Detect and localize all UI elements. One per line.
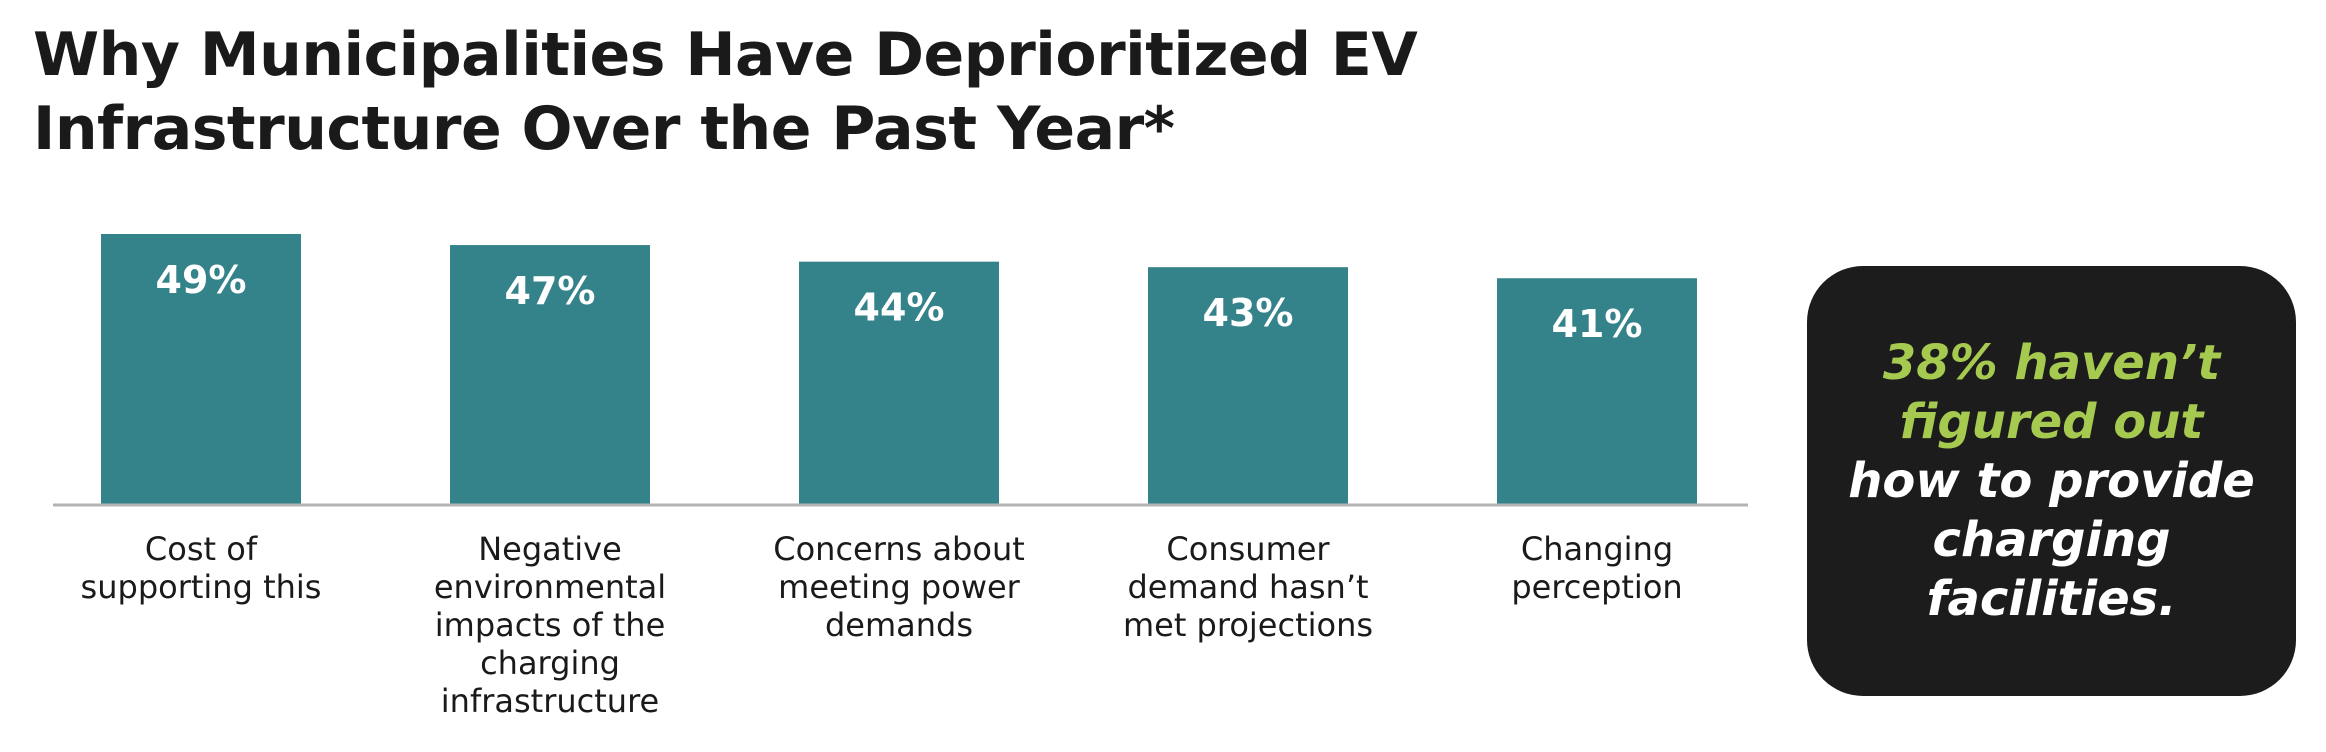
category-label-1: Cost of supporting this [81, 530, 322, 606]
category-label-5-line-2: perception [1511, 568, 1682, 606]
callout-text-line-3: facilities. [1926, 570, 2177, 627]
bar-3 [799, 261, 999, 505]
bar-value-label-1: 49% [156, 258, 247, 302]
bar-2 [450, 245, 650, 505]
bar-chart: 49% 47% 44% 43% 41% Cost of supporting this Ne… [53, 234, 1748, 720]
category-label-1-line-2: supporting this [81, 568, 322, 606]
category-label-2-line-3: impacts of the [435, 606, 666, 644]
bar-value-label-2: 47% [505, 269, 596, 313]
bar-value-label-4: 43% [1203, 291, 1294, 335]
callout-text-line-1: how to provide [1848, 452, 2255, 509]
category-label-3-line-1: Concerns about [773, 530, 1025, 568]
category-label-1-line-1: Cost of [145, 530, 258, 568]
category-label-4: Consumer demand hasn’t met projections [1123, 530, 1373, 644]
bars-group: 49% 47% 44% 43% 41% [101, 234, 1697, 505]
bar-5 [1497, 278, 1697, 505]
category-labels-group: Cost of supporting this Negative environmen… [81, 530, 1683, 720]
category-label-2-line-4: charging [480, 644, 620, 682]
category-label-2-line-5: infrastructure [441, 682, 659, 720]
category-label-5-line-1: Changing [1521, 530, 1673, 568]
category-label-2: Negative environmental impacts of the charg… [434, 530, 666, 720]
category-label-3: Concerns about meeting power demands [773, 530, 1025, 644]
bar-value-label-3: 44% [854, 286, 945, 330]
category-label-4-line-1: Consumer [1166, 530, 1330, 568]
category-label-3-line-3: demands [825, 606, 973, 644]
category-label-2-line-2: environmental [434, 568, 666, 606]
chart-title: Why Municipalities Have Deprioritized EV… [33, 18, 1533, 166]
bar-1 [101, 234, 301, 505]
bar-value-label-5: 41% [1552, 302, 1643, 346]
chart-title-line-1: Why Municipalities Have Deprioritized EV [33, 20, 1418, 90]
callout-accent-line-1: 38% haven’t [1882, 334, 2221, 391]
chart-title-line-2: Infrastructure Over the Past Year* [33, 94, 1175, 164]
callout-text-line-2: charging [1932, 511, 2171, 568]
bar-4 [1148, 267, 1348, 505]
category-label-4-line-2: demand hasn’t [1127, 568, 1368, 606]
callout-accent-line-2: figured out [1899, 393, 2204, 450]
category-label-2-line-1: Negative [478, 530, 622, 568]
stat-callout: 38% haven’t figured out how to provide c… [1807, 266, 2296, 696]
category-label-5: Changing perception [1511, 530, 1682, 606]
category-label-3-line-2: meeting power [778, 568, 1021, 606]
category-label-4-line-3: met projections [1123, 606, 1373, 644]
